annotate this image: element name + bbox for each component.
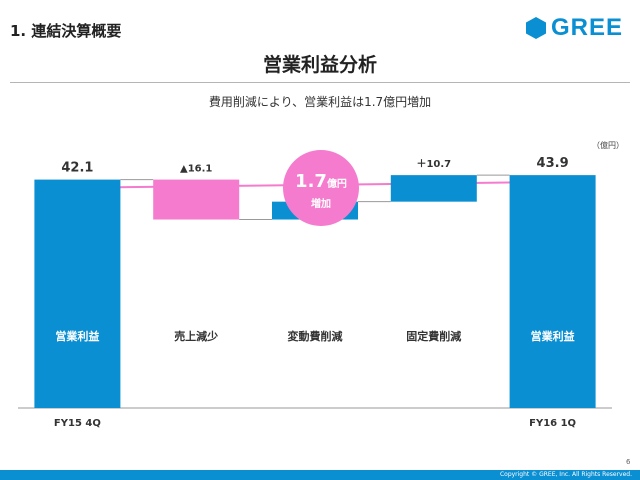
x-tick-label: FY16 1Q [529, 418, 576, 429]
category-label: 営業利益 [55, 329, 99, 343]
category-label: 変動費削減 [288, 329, 343, 343]
category-label: 営業利益 [531, 329, 575, 343]
bar-total [34, 179, 121, 408]
value-label: 42.1 [61, 161, 93, 176]
bar-total [509, 175, 596, 408]
increase-badge: 1.7億円 増加 [283, 150, 359, 226]
logo-text: GREE [551, 14, 624, 41]
section-title: 1. 連結決算概要 [10, 22, 122, 40]
x-tick-label: FY15 4Q [54, 418, 101, 429]
category-label: 売上減少 [174, 329, 218, 343]
title-divider [10, 82, 630, 83]
value-label: 43.9 [537, 156, 569, 171]
gree-logo: GREE [526, 14, 623, 42]
footer-bar [0, 470, 640, 480]
badge-caption: 増加 [311, 199, 331, 210]
category-label: 固定費削減 [406, 329, 461, 343]
page-number: 6 [626, 458, 631, 466]
badge-value: 1.7 [295, 171, 327, 192]
hexagon-logo-icon [526, 17, 546, 39]
value-label: ＋10.7 [416, 158, 451, 170]
bar-increase [390, 175, 477, 202]
unit-label: （億円） [592, 141, 624, 150]
page-title: 営業利益分析 [262, 54, 377, 76]
badge-amount: 1.7億円 [283, 172, 359, 195]
bar-decrease [153, 179, 240, 220]
value-label: ▲16.1 [180, 164, 212, 175]
copyright-text: Copyright © GREE, Inc. All Rights Reserv… [499, 471, 632, 478]
page-subtitle: 費用削減により、営業利益は1.7億円増加 [208, 95, 432, 109]
badge-unit: 億円 [326, 179, 347, 190]
